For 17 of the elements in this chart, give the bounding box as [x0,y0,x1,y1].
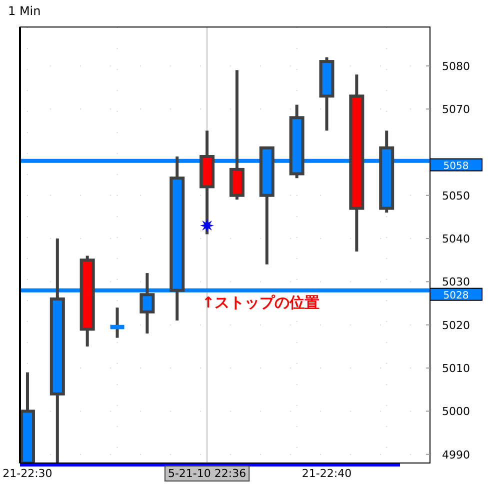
y-tick-label: 5010 [442,362,470,376]
y-tick-label: 5070 [442,103,470,116]
y-tick-label: 5000 [442,405,470,418]
y-tick-label: 5020 [442,318,470,332]
y-tick-label: 5040 [442,232,470,246]
y-tick-label: 5050 [442,189,470,202]
ref-line-label: 5058 [443,160,469,172]
y-tick-label: 5030 [442,276,470,289]
x-tick-label: 21-22:30 [2,467,52,480]
x-tick-label: 5-21-10 22:36 [168,467,246,480]
candlestick [110,308,124,338]
y-tick-label: 4990 [442,448,470,462]
annotation: ↑ストップの位置 [202,294,320,312]
chart-title: 1 Min [8,4,41,18]
ref-line-label: 5028 [443,290,469,302]
y-tick-label: 5080 [442,60,470,73]
x-tick-label: 21-22:40 [302,467,352,480]
